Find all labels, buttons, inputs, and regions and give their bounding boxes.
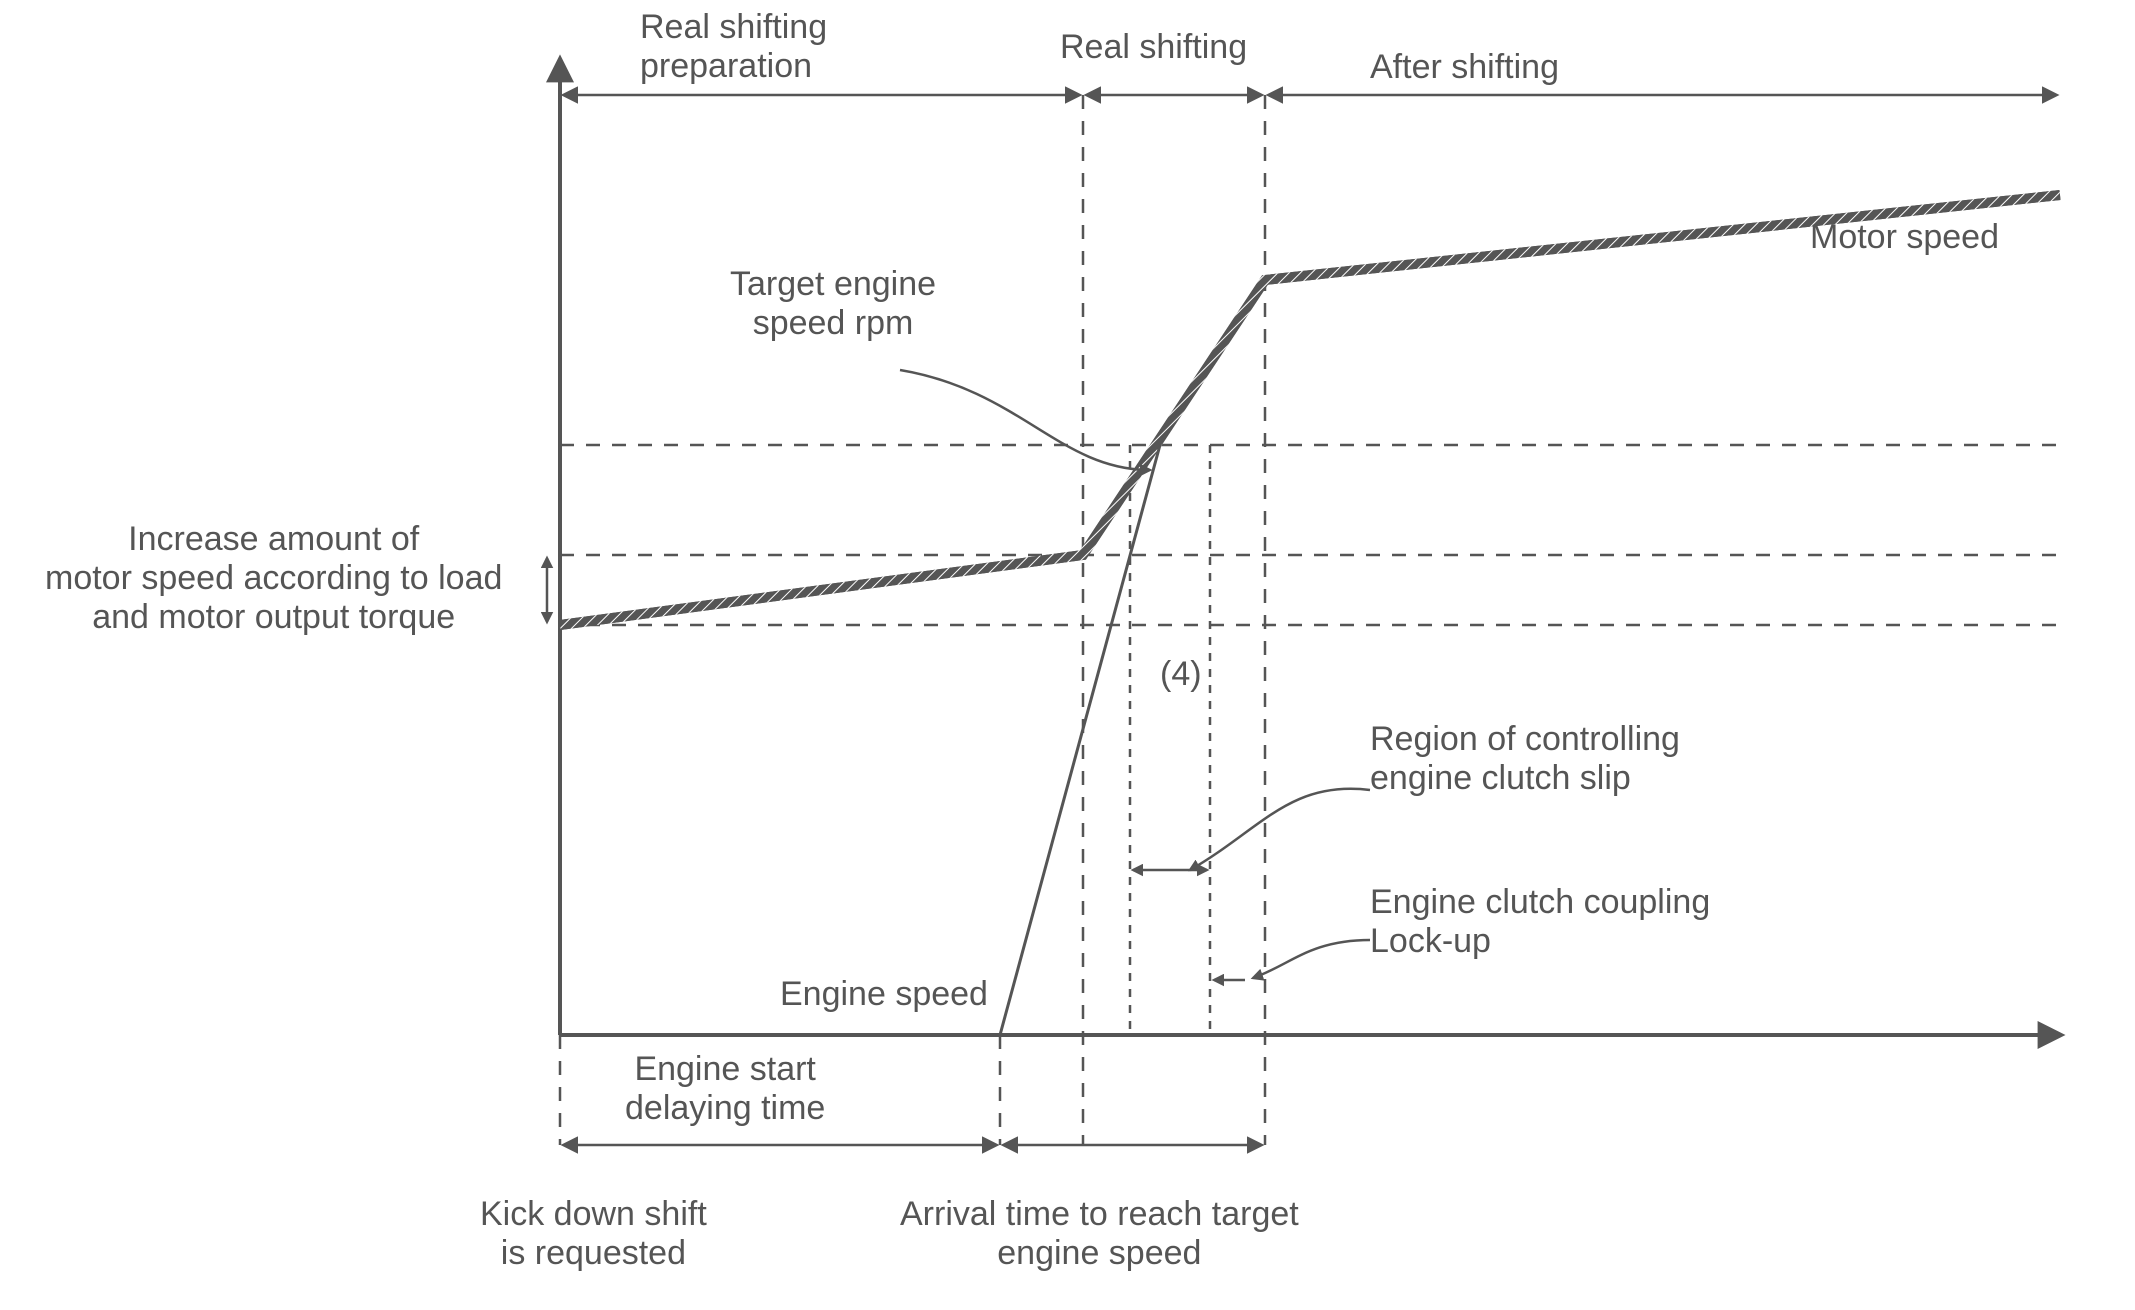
label-four: (4) xyxy=(1160,655,1202,694)
axes xyxy=(560,60,2060,1035)
diagram-svg xyxy=(0,0,2135,1310)
label-phase-prep: Real shifting preparation xyxy=(640,8,827,86)
label-engine-start-delay: Engine start delaying time xyxy=(625,1050,825,1128)
label-target-engine: Target engine speed rpm xyxy=(730,265,936,343)
label-arrival-time: Arrival time to reach target engine spee… xyxy=(900,1195,1299,1273)
label-engine-speed: Engine speed xyxy=(780,975,988,1014)
pointer-curves xyxy=(900,370,1370,978)
label-kick-down: Kick down shift is requested xyxy=(480,1195,707,1273)
label-motor-speed: Motor speed xyxy=(1810,218,1999,257)
label-region-controlling: Region of controlling engine clutch slip xyxy=(1370,720,1680,798)
label-phase-after: After shifting xyxy=(1370,48,1559,87)
diagram-canvas: Real shifting preparation Real shifting … xyxy=(0,0,2135,1310)
label-increase-amount: Increase amount of motor speed according… xyxy=(45,520,502,637)
label-phase-real: Real shifting xyxy=(1060,28,1247,67)
label-engine-clutch-coupling: Engine clutch coupling Lock-up xyxy=(1370,883,1710,961)
